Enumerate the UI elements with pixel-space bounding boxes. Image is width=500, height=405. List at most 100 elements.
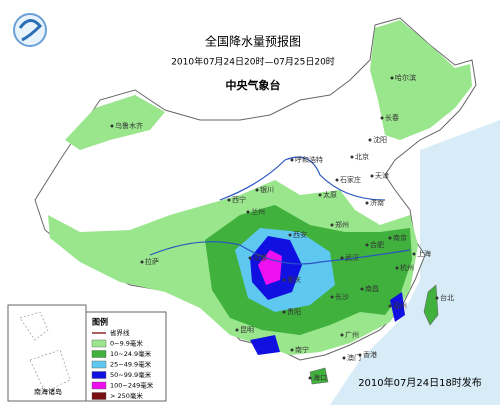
- logo: [18, 19, 43, 42]
- city-label: 沈阳: [373, 135, 387, 144]
- city-dot: [412, 252, 416, 256]
- city-label: 杭州: [400, 263, 414, 272]
- city-dot: [308, 376, 312, 380]
- legend-title: 图例: [92, 317, 108, 327]
- city-label: 银川: [260, 185, 274, 194]
- city-label: 西安: [293, 230, 307, 239]
- city-label: 乌鲁木齐: [115, 121, 143, 130]
- rain-zone: [370, 20, 472, 140]
- river: [219, 156, 386, 201]
- city-label: 澳门: [347, 353, 361, 362]
- city-label: 南京: [393, 233, 407, 242]
- rain-zone: [258, 250, 282, 285]
- city-label: 天津: [375, 172, 389, 180]
- city-label: 南宁: [295, 345, 309, 354]
- city-dot: [330, 223, 334, 227]
- city-dot: [318, 193, 322, 197]
- city-label: 贵阳: [287, 307, 301, 316]
- city-dot: [350, 155, 354, 159]
- city-dot: [435, 296, 439, 300]
- city-dot: [282, 310, 286, 314]
- city-label: 海口: [313, 373, 327, 382]
- river: [149, 241, 411, 265]
- city-label: 合肥: [370, 240, 384, 249]
- city-dot: [365, 243, 369, 247]
- city-label: 太原: [323, 190, 337, 199]
- city-dot: [248, 256, 252, 260]
- rain-zone: [65, 95, 165, 150]
- city-dot: [227, 198, 231, 202]
- legend-swatch: [91, 371, 107, 379]
- island: [309, 367, 329, 385]
- city-label: 昆明: [240, 326, 254, 334]
- logo: [13, 13, 47, 47]
- island: [423, 284, 439, 326]
- sea: [330, 120, 500, 405]
- rain-zone: [250, 335, 280, 355]
- issued-time: 2010年07月24日18时发布: [358, 376, 482, 389]
- city-dot: [235, 328, 239, 332]
- city-label: 西宁: [232, 195, 246, 204]
- city-label: 兰州: [251, 207, 265, 216]
- city-dot: [246, 210, 250, 214]
- city-label: 哈尔滨: [395, 73, 416, 82]
- city-dot: [282, 278, 286, 282]
- city-label: 台北: [440, 293, 454, 302]
- city-dot: [388, 236, 392, 240]
- legend-label: > 250毫米: [110, 391, 143, 400]
- legend-swatch: [91, 360, 107, 369]
- city-label: 香港: [363, 350, 377, 359]
- city-label: 呼和浩特: [295, 155, 323, 164]
- legend-label: 100~249毫米: [110, 381, 154, 390]
- city-label: 南昌: [365, 284, 379, 293]
- city-label: 上海: [417, 249, 431, 258]
- city-dot: [140, 260, 144, 264]
- legend-label: 25~49.9毫米: [110, 360, 152, 369]
- legend-swatch: [91, 381, 107, 390]
- city-dot: [290, 348, 294, 352]
- city-dot: [340, 256, 344, 260]
- legend-label: 省界线: [110, 328, 130, 337]
- city-label: 福州: [393, 301, 407, 310]
- city-label: 长春: [385, 113, 399, 122]
- city-label: 石家庄: [340, 175, 361, 184]
- city-label: 重庆: [287, 275, 301, 284]
- city-dot: [110, 124, 114, 128]
- city-dot: [255, 188, 259, 192]
- inset-box: [7, 304, 87, 402]
- city-label: 武汉: [345, 253, 359, 262]
- city-dot: [342, 356, 346, 360]
- city-dot: [390, 76, 394, 80]
- legend-swatch: [91, 392, 107, 400]
- rain-zone: [390, 292, 405, 322]
- inset-map: [19, 311, 71, 393]
- city-dot: [368, 138, 372, 142]
- city-label: 广州: [345, 330, 359, 339]
- city-dot: [360, 287, 364, 291]
- city-dot: [288, 233, 292, 237]
- inset-label: 南海诸岛: [34, 387, 62, 396]
- city-dot: [358, 353, 362, 357]
- city-label: 北京: [355, 152, 369, 161]
- issuer: 中央气象台: [226, 78, 281, 92]
- legend-label: 50~99.9毫米: [110, 370, 152, 379]
- city-dot: [388, 304, 392, 308]
- legend-swatch: [91, 339, 107, 348]
- period: 2010年07月24日20时—07月25日20时: [171, 56, 335, 68]
- legend-swatch: [91, 350, 107, 358]
- city-label: 拉萨: [145, 257, 159, 266]
- legend-label: 10~24.9毫米: [110, 349, 152, 358]
- title: 全国降水量预报图: [205, 34, 301, 49]
- city-dot: [340, 333, 344, 337]
- city-dot: [335, 178, 339, 182]
- city-dot: [290, 158, 294, 162]
- legend-label: 0~9.9毫米: [110, 339, 143, 348]
- city-label: 郑州: [335, 221, 349, 229]
- city-dot: [395, 266, 399, 270]
- city-dot: [365, 201, 369, 205]
- city-dot: [330, 295, 334, 299]
- city-dot: [380, 116, 384, 120]
- city-label: 济南: [370, 198, 384, 207]
